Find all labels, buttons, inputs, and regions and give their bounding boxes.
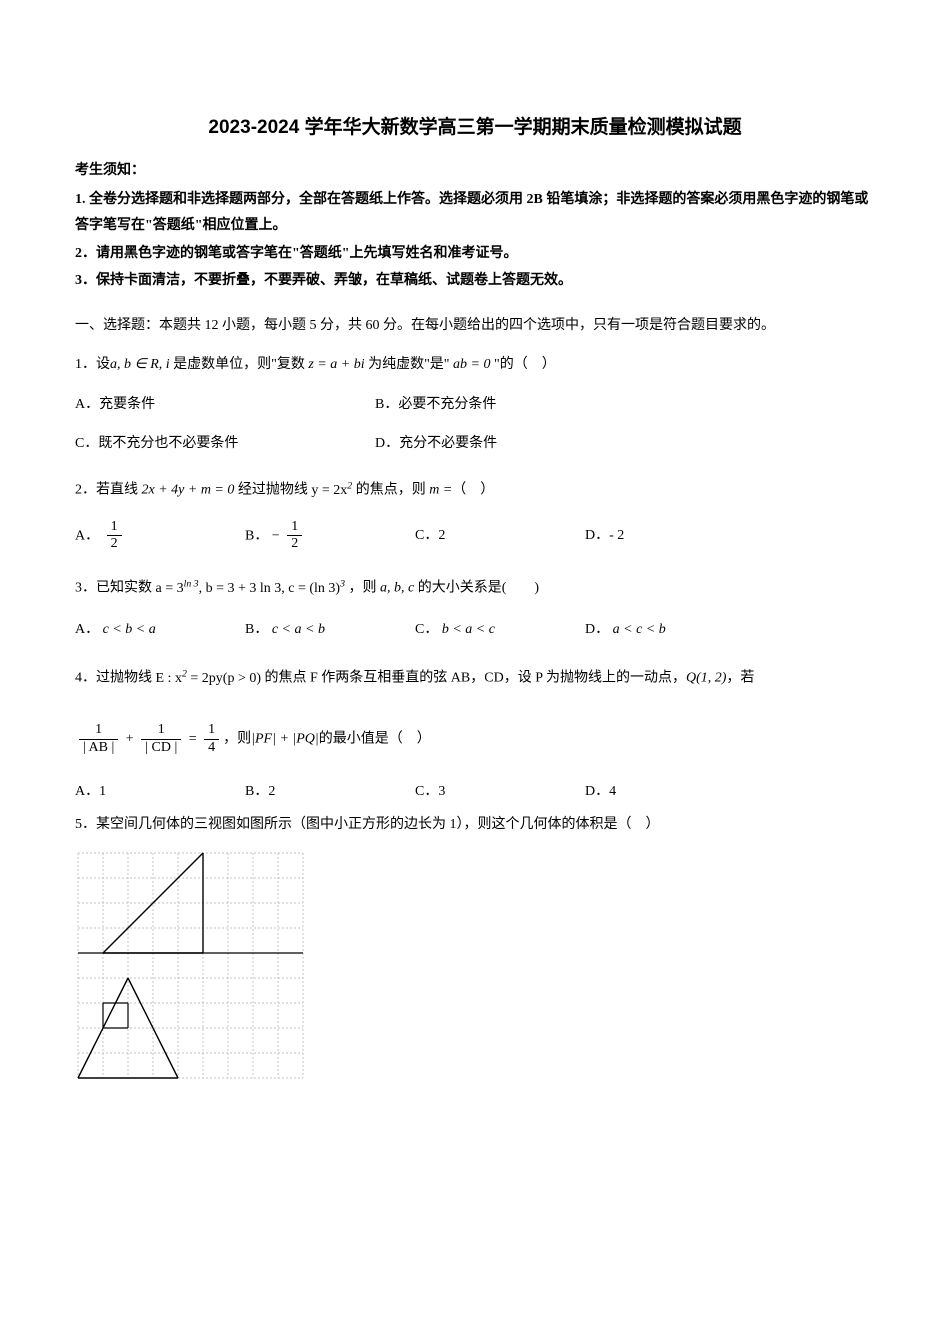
question-5: 5．某空间几何体的三视图如图所示（图中小正方形的边长为 1），则这个几何体的体积… — [75, 812, 875, 839]
q2-prefix: 2．若直线 — [75, 483, 142, 498]
q3-d-math: a < c < b — [613, 622, 666, 637]
q4-math3: |PF| + |PQ| — [251, 732, 319, 747]
q4-choice-a: A．1 — [75, 779, 235, 806]
q4-choice-b: B．2 — [245, 779, 405, 806]
three-view-figure — [75, 850, 875, 1096]
q2-choice-d: D．- 2 — [585, 523, 745, 550]
frac-num: 1 — [141, 722, 181, 740]
q3-b: , b = 3 + 3 ln 3, c = (ln 3) — [199, 581, 341, 596]
question-2: 2．若直线 2x + 4y + m = 0 经过抛物线 y = 2x2 的焦点，… — [75, 477, 875, 553]
q3-math1: a = 3ln 3, b = 3 + 3 ln 3, c = (ln 3)3 — [156, 581, 346, 596]
q3-choice-b: B． c < a < b — [245, 617, 405, 644]
q4-mid1: 的焦点 F 作两条互相垂直的弦 AB，CD，设 P 为抛物线上的一动点， — [261, 671, 686, 686]
q3-choice-a: A． c < b < a — [75, 617, 235, 644]
fraction-icon: 14 — [204, 722, 219, 757]
page-title: 2023-2024 学年华大新数学高三第一学期期末质量检测模拟试题 — [75, 110, 875, 146]
instructions-block: 1. 全卷分选择题和非选择题两部分，全部在答题纸上作答。选择题必须用 2B 铅笔… — [75, 187, 875, 295]
instruction-item: 1. 全卷分选择题和非选择题两部分，全部在答题纸上作答。选择题必须用 2B 铅笔… — [75, 187, 875, 240]
q3-a-math: c < b < a — [103, 622, 156, 637]
q2-neg: − — [272, 528, 280, 543]
q1-suffix: "的（ ） — [490, 357, 555, 372]
section-1-title: 一、选择题：本题共 12 小题，每小题 5 分，共 60 分。在每小题给出的四个… — [75, 313, 875, 340]
q3-exp: ln 3 — [184, 578, 199, 589]
q4-prefix: 4．过抛物线 — [75, 671, 156, 686]
q3-choice-c: C． b < a < c — [415, 617, 575, 644]
q4-math2: Q(1, 2) — [686, 671, 726, 686]
q4-math1: E : x2 = 2py(p > 0) — [156, 671, 262, 686]
q3-mid1: ，则 — [345, 581, 380, 596]
q1-choice-d: D．充分不必要条件 — [375, 431, 665, 458]
q4-choice-c: C．3 — [415, 779, 575, 806]
q4-suffix: 的最小值是（ ） — [319, 732, 431, 747]
q1-math2: z = a + bi — [308, 357, 364, 372]
q4-mid3: ，则 — [223, 732, 251, 747]
q2-mid2: 的焦点，则 — [352, 483, 429, 498]
q3-b-math: c < a < b — [272, 622, 325, 637]
q3-a-label: A． — [75, 622, 99, 637]
question-3: 3．已知实数 a = 3ln 3, b = 3 + 3 ln 3, c = (l… — [75, 575, 875, 643]
q4-plus: + — [122, 732, 137, 747]
frac-den: 2 — [107, 536, 122, 553]
q3-a: a = 3 — [156, 581, 184, 596]
q1-choice-c: C．既不充分也不必要条件 — [75, 431, 365, 458]
q1-choice-b: B．必要不充分条件 — [375, 392, 665, 419]
question-1: 1．设a, b ∈ R, i 是虚数单位，则"复数 z = a + bi 为纯虚… — [75, 352, 875, 458]
q4-mid2: ，若 — [726, 671, 754, 686]
frac-den: 2 — [287, 536, 302, 553]
frac-den: 4 — [204, 740, 219, 757]
q3-c-label: C． — [415, 622, 438, 637]
instructions-heading: 考生须知： — [75, 158, 875, 185]
q3-math2: a, b, c — [380, 581, 414, 596]
fraction-icon: 12 — [287, 519, 302, 554]
q2-math1: 2x + 4y + m = 0 — [142, 483, 235, 498]
q2-suffix: （ ） — [452, 483, 494, 498]
frac-num: 1 — [287, 519, 302, 537]
q2-mid1: 经过抛物线 — [234, 483, 311, 498]
q1-prefix: 1．设 — [75, 357, 110, 372]
instruction-item: 2．请用黑色字迹的钢笔或答字笔在"答题纸"上先填写姓名和准考证号。 — [75, 241, 875, 268]
q2-choice-a-label: A． — [75, 528, 99, 543]
q4-eq: = — [185, 732, 200, 747]
q3-suffix: 的大小关系是( ) — [414, 581, 539, 596]
frac-den: | AB | — [79, 740, 118, 757]
frac-num: 1 — [79, 722, 118, 740]
q1-mid1: 是虚数单位，则"复数 — [170, 357, 309, 372]
q1-math3: ab = 0 — [453, 357, 490, 372]
q2-choice-b: B． − 12 — [245, 519, 405, 554]
frac-num: 1 — [204, 722, 219, 740]
fraction-icon: 12 — [107, 519, 122, 554]
q2-math3: m = — [429, 483, 452, 498]
frac-den: | CD | — [141, 740, 181, 757]
q3-prefix: 3．已知实数 — [75, 581, 156, 596]
q3-choice-d: D． a < c < b — [585, 617, 745, 644]
q1-choice-a: A．充要条件 — [75, 392, 365, 419]
q2-choice-c: C．2 — [415, 523, 575, 550]
q4-choice-d: D．4 — [585, 779, 745, 806]
grid-diagram-icon — [75, 850, 310, 1085]
q5-text: 5．某空间几何体的三视图如图所示（图中小正方形的边长为 1），则这个几何体的体积… — [75, 812, 875, 839]
instruction-item: 3．保持卡面清洁，不要折叠，不要弄破、弄皱，在草稿纸、试题卷上答题无效。 — [75, 268, 875, 295]
q1-mid2: 为纯虚数"是" — [365, 357, 453, 372]
fraction-icon: 1| AB | — [79, 722, 118, 757]
q2-choice-b-label: B． — [245, 528, 268, 543]
q2-math2: y = 2x2 — [311, 483, 352, 498]
question-4: 4．过抛物线 E : x2 = 2py(p > 0) 的焦点 F 作两条互相垂直… — [75, 665, 875, 805]
q3-b-label: B． — [245, 622, 268, 637]
q1-math1: a, b ∈ R, i — [110, 357, 170, 372]
fraction-icon: 1| CD | — [141, 722, 181, 757]
q3-c-math: b < a < c — [442, 622, 495, 637]
q2-choice-a: A． 12 — [75, 519, 235, 554]
q3-d-label: D． — [585, 622, 609, 637]
frac-num: 1 — [107, 519, 122, 537]
